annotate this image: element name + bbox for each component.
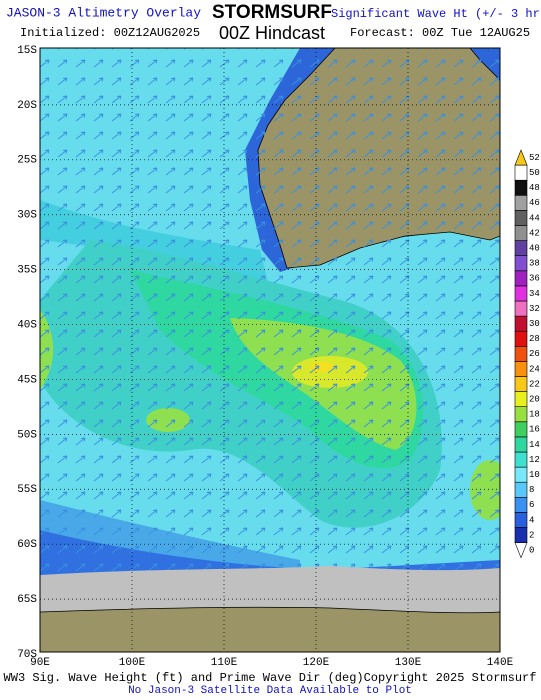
colorbar-swatch [514,330,528,347]
colorbar-label: 0 [529,546,534,556]
colorbar-label: 48 [529,183,540,193]
colorbar-swatch [514,421,528,438]
lon-label: 110E [211,657,238,669]
colorbar-swatch [514,240,528,257]
product: 00Z Hindcast [219,23,325,43]
colorbar-swatch [514,255,528,272]
colorbar-label: 14 [529,440,540,450]
colorbar-label: 6 [529,500,534,510]
colorbar-swatch [514,210,528,226]
forecast: Forecast: 00Z Tue 12AUG25 [350,26,530,40]
colorbar-swatch [514,512,528,528]
colorbar-swatch [514,300,528,317]
colorbar-swatch [514,315,528,332]
lat-label: 25S [17,155,37,167]
colorbar-swatch [514,542,528,559]
brand: STORMSURF [212,2,332,23]
lat-label: 60S [17,539,37,551]
colorbar-swatch [514,481,528,498]
colorbar-label: 22 [529,379,540,389]
colorbar-swatch [514,361,528,377]
lat-label: 35S [17,265,37,277]
caption: WW3 Sig. Wave Height (ft) and Prime Wave… [4,671,537,685]
colorbar-swatch [514,149,528,166]
colorbar-label: 34 [529,289,540,299]
lat-label: 20S [17,100,37,112]
lon-label: 120E [303,657,330,669]
colorbar-label: 46 [529,198,540,208]
colorbar-swatch [514,345,528,362]
lat-label: 55S [17,484,37,496]
colorbar-label: 38 [529,259,540,269]
colorbar-label: 36 [529,274,540,284]
map [40,48,500,652]
colorbar-label: 4 [529,515,534,525]
lat-label: 15S [17,45,37,57]
colorbar-swatch [514,179,528,196]
colorbar-label: 12 [529,455,540,465]
colorbar-label: 16 [529,425,540,435]
wave-direction [40,48,500,652]
lon-label: 140E [487,657,514,669]
colorbar-label: 40 [529,244,540,254]
colorbar-swatch [514,225,528,241]
graticule [40,48,500,652]
lon-label: 130E [395,657,422,669]
lon-label: 90E [30,657,50,669]
right-title: Significant Wave Ht (+/- 3 hr) [331,7,541,21]
lat-label: 65S [17,594,37,606]
colorbar-label: 18 [529,410,540,420]
colorbar-label: 20 [529,395,540,405]
colorbar-label: 42 [529,228,540,238]
colorbar-label: 2 [529,530,534,540]
lon-label: 100E [119,657,146,669]
colorbar-label: 28 [529,334,540,344]
colorbar: 0246810121416182022242628303234363840424… [514,149,540,559]
colorbar-swatch [514,285,528,302]
colorbar-label: 30 [529,319,540,329]
note: No Jason-3 Satellite Data Available to P… [128,685,412,697]
colorbar-label: 26 [529,349,540,359]
colorbar-swatch [514,496,528,513]
colorbar-label: 44 [529,213,540,223]
colorbar-swatch [514,406,528,423]
lat-label: 50S [17,429,37,441]
colorbar-label: 52 [529,153,540,163]
colorbar-swatch [514,451,528,468]
lat-label: 70S [17,649,37,661]
colorbar-swatch [514,391,528,408]
colorbar-swatch [514,466,528,483]
colorbar-swatch [514,164,528,181]
colorbar-swatch [514,270,528,287]
colorbar-swatch [514,195,528,211]
antarctica [40,606,500,652]
colorbar-label: 50 [529,168,540,178]
colorbar-label: 8 [529,485,534,495]
left-title: JASON-3 Altimetry Overlay [6,5,201,20]
lat-label: 45S [17,374,37,386]
colorbar-label: 24 [529,364,540,374]
lat-label: 30S [17,210,37,222]
lat-label: 40S [17,319,37,331]
colorbar-label: 10 [529,470,540,480]
map-frame [39,47,501,653]
colorbar-swatch [514,376,528,392]
colorbar-label: 32 [529,304,540,314]
initialized: Initialized: 00Z12AUG2025 [20,26,200,40]
colorbar-swatch [514,436,528,453]
colorbar-swatch [514,527,528,543]
